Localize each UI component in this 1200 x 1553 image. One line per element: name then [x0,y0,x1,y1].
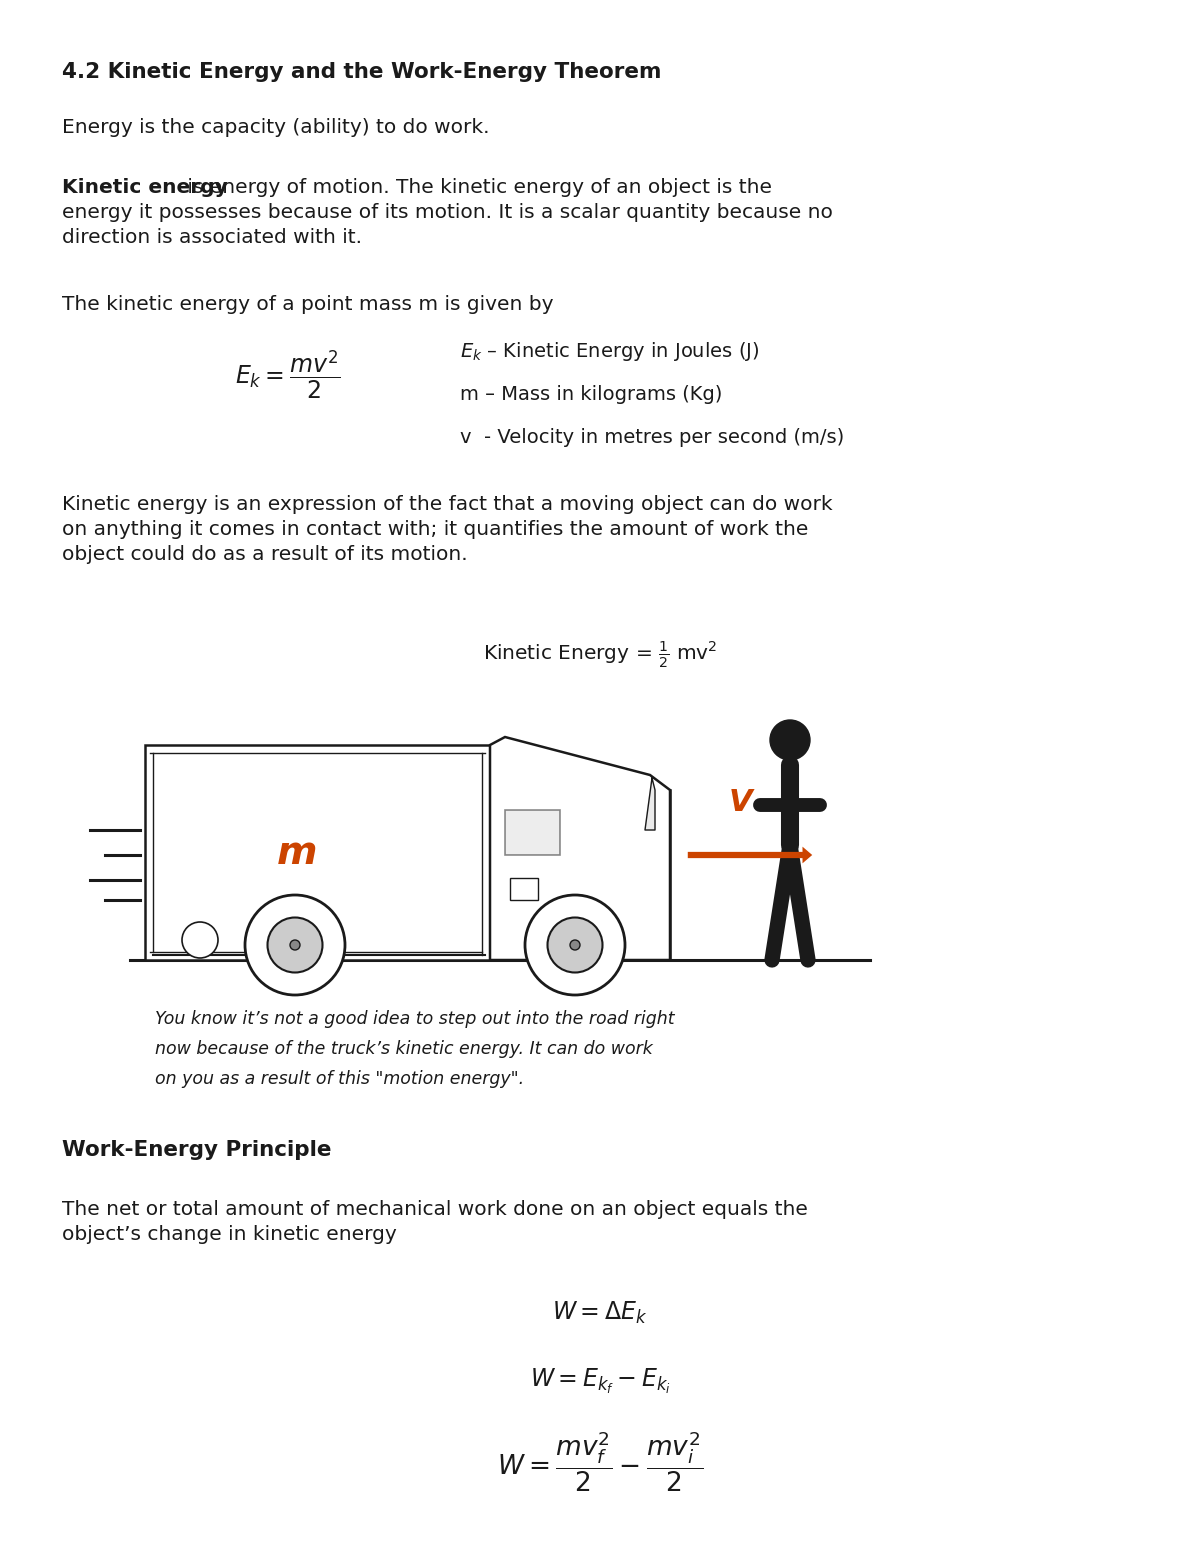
Bar [145,745,490,960]
Text: 4.2 Kinetic Energy and the Work-Energy Theorem: 4.2 Kinetic Energy and the Work-Energy T… [62,62,661,82]
Circle shape [268,918,323,972]
Text: $E_k$ – Kinetic Energy in Joules (J): $E_k$ – Kinetic Energy in Joules (J) [460,340,760,363]
Text: $W = \Delta E_k$: $W = \Delta E_k$ [552,1300,648,1326]
Bar [490,790,670,960]
Text: on you as a result of this "motion energy".: on you as a result of this "motion energ… [155,1070,524,1089]
Bar [505,811,560,856]
Text: Kinetic Energy = $\frac{1}{2}$ mv$^2$: Kinetic Energy = $\frac{1}{2}$ mv$^2$ [482,640,718,671]
Circle shape [770,721,810,759]
Text: The net or total amount of mechanical work done on an object equals the: The net or total amount of mechanical wo… [62,1200,808,1219]
Polygon shape [646,778,655,829]
Text: $W = \dfrac{mv_f^2}{2} - \dfrac{mv_i^2}{2}$: $W = \dfrac{mv_f^2}{2} - \dfrac{mv_i^2}{… [497,1430,703,1494]
Circle shape [182,922,218,958]
Text: energy it possesses because of its motion. It is a scalar quantity because no: energy it possesses because of its motio… [62,203,833,222]
Text: Kinetic energy is an expression of the fact that a moving object can do work: Kinetic energy is an expression of the f… [62,495,833,514]
Text: is energy of motion. The kinetic energy of an object is the: is energy of motion. The kinetic energy … [181,179,772,197]
Text: You know it’s not a good idea to step out into the road right: You know it’s not a good idea to step ou… [155,1009,674,1028]
Circle shape [290,940,300,950]
Text: on anything it comes in contact with; it quantifies the amount of work the: on anything it comes in contact with; it… [62,520,809,539]
Text: object’s change in kinetic energy: object’s change in kinetic energy [62,1225,397,1244]
Text: The kinetic energy of a point mass m is given by: The kinetic energy of a point mass m is … [62,295,553,314]
Polygon shape [490,738,670,960]
Text: now because of the truck’s kinetic energy. It can do work: now because of the truck’s kinetic energ… [155,1041,653,1058]
Text: Kinetic energy: Kinetic energy [62,179,228,197]
Text: $W = E_{k_f} - E_{k_i}$: $W = E_{k_f} - E_{k_i}$ [529,1367,671,1396]
Text: Energy is the capacity (ability) to do work.: Energy is the capacity (ability) to do w… [62,118,490,137]
Bar [510,877,538,901]
Circle shape [570,940,580,950]
Text: m: m [277,834,318,871]
Text: Work-Energy Principle: Work-Energy Principle [62,1140,331,1160]
Circle shape [526,895,625,995]
Text: m – Mass in kilograms (Kg): m – Mass in kilograms (Kg) [460,385,722,404]
Text: object could do as a result of its motion.: object could do as a result of its motio… [62,545,468,564]
Text: direction is associated with it.: direction is associated with it. [62,228,362,247]
Text: v  - Velocity in metres per second (m/s): v - Velocity in metres per second (m/s) [460,429,845,447]
Text: $E_k = \dfrac{mv^2}{2}$: $E_k = \dfrac{mv^2}{2}$ [235,349,341,401]
Circle shape [547,918,602,972]
Text: V: V [728,787,752,817]
Circle shape [245,895,346,995]
